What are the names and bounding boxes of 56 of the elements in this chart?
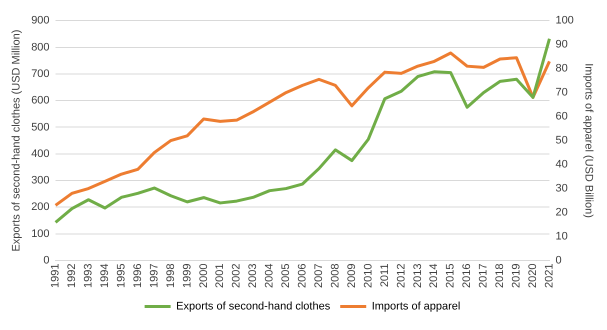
y-tick-label: 300 xyxy=(31,174,50,187)
x-tick-label: 1998 xyxy=(164,264,177,288)
x-tick-label: 2006 xyxy=(296,264,309,288)
x-tick-label: 2001 xyxy=(214,264,226,288)
x-tick-label: 1994 xyxy=(98,264,111,288)
y-tick-label: 500 xyxy=(31,121,50,134)
x-tick-label: 2008 xyxy=(329,264,342,288)
x-tick-label: 1993 xyxy=(82,264,95,288)
y-tick-label: 0 xyxy=(43,254,50,267)
x-tick-label: 2005 xyxy=(280,264,292,288)
x-tick-label: 1997 xyxy=(148,264,160,288)
x-tick-label: 2014 xyxy=(428,264,440,288)
y2-tick-label: 70 xyxy=(555,86,568,99)
x-tick-label: 2009 xyxy=(346,264,358,288)
y2-tick-label: 50 xyxy=(555,134,568,147)
y-tick-label: 700 xyxy=(31,68,50,80)
x-tick-label: 2004 xyxy=(264,264,276,288)
x-tick-label: 2021 xyxy=(543,264,556,288)
y2-tick-label: 20 xyxy=(555,206,568,219)
x-tick-label: 2002 xyxy=(230,264,243,288)
y-axis-title: Exports of second-hand clothes (USD Million) xyxy=(10,30,23,252)
x-tick-label: 2010 xyxy=(362,264,374,288)
x-tick-label: 2018 xyxy=(494,264,506,288)
x-tick-label: 2020 xyxy=(527,264,540,288)
x-tick-label: 2013 xyxy=(412,264,424,288)
x-tick-label: 1996 xyxy=(132,264,144,288)
y-tick-label: 400 xyxy=(31,148,50,160)
y-tick-label: 800 xyxy=(31,41,50,54)
x-tick-label: 2011 xyxy=(378,264,391,288)
x-tick-label: 2015 xyxy=(444,264,457,288)
x-tick-label: 2012 xyxy=(395,264,408,288)
x-tick-label: 2016 xyxy=(461,264,474,288)
x-tick-label: 1999 xyxy=(181,264,194,288)
x-tick-label: 2017 xyxy=(478,264,490,288)
y-tick-label: 600 xyxy=(31,94,50,107)
y2-axis-title: Imports of apparel (USD Billion) xyxy=(582,63,594,218)
x-tick-label: 2003 xyxy=(247,264,260,288)
y2-tick-label: 40 xyxy=(555,158,568,171)
y2-tick-label: 80 xyxy=(555,62,568,75)
x-tick-label: 1991 xyxy=(50,264,62,288)
legend-label: Exports of second-hand clothes xyxy=(176,300,331,313)
y2-tick-label: 90 xyxy=(555,38,568,51)
y-tick-label: 100 xyxy=(31,228,50,240)
y2-tick-label: 60 xyxy=(555,110,568,123)
y2-tick-label: 100 xyxy=(555,14,574,27)
y2-tick-label: 0 xyxy=(555,254,562,267)
x-tick-label: 1992 xyxy=(66,264,78,288)
y2-tick-label: 30 xyxy=(555,182,568,195)
y-tick-label: 200 xyxy=(31,201,50,214)
x-tick-label: 2007 xyxy=(312,264,325,288)
x-tick-label: 1995 xyxy=(115,264,128,288)
y-tick-label: 900 xyxy=(31,14,50,27)
y2-tick-label: 10 xyxy=(555,230,568,243)
x-tick-label: 2019 xyxy=(510,264,523,288)
legend-label: Imports of apparel xyxy=(372,300,460,313)
x-tick-label: 2000 xyxy=(198,264,210,288)
